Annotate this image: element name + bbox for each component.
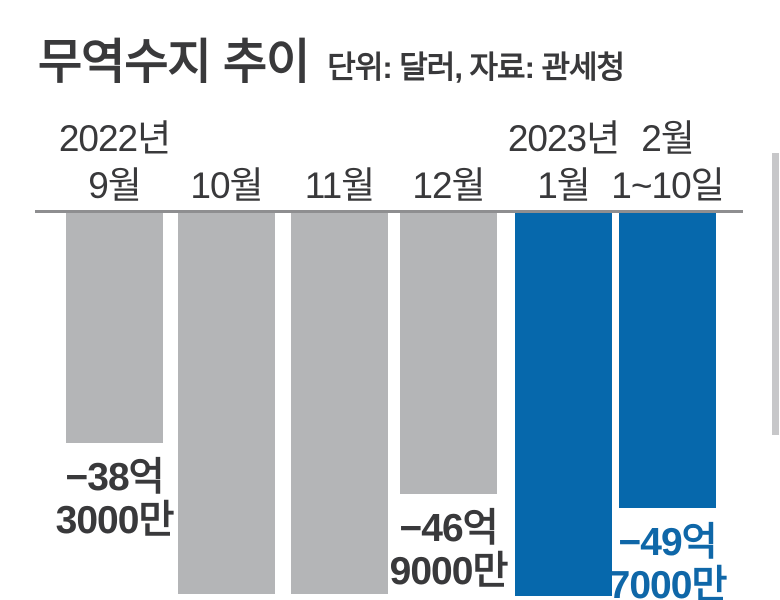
scrollbar-thumb[interactable] <box>772 153 779 435</box>
column-month-label: 12월 <box>412 165 485 206</box>
bar-cutoff <box>178 213 275 594</box>
bar-value-label: −38억 3000만 <box>55 456 175 542</box>
column-year-label: 2023년 <box>507 118 620 159</box>
bar-value-label: −49억 7000만 <box>608 521 728 600</box>
column-month-label: 1~10일 <box>611 165 724 206</box>
bar-value-line2: 3000만 <box>55 499 175 542</box>
bar-value-line1: −38억 <box>65 456 164 499</box>
unit-and-source-note: 단위: 달러, 자료: 관세청 <box>327 50 625 85</box>
bar-column-2: 10월 <box>178 0 275 600</box>
bar-column-5: 2023년 1월 <box>508 0 620 600</box>
bar <box>400 213 497 494</box>
page-title: 무역수지 추이 <box>38 36 310 89</box>
column-month-label: 11월 <box>304 165 375 206</box>
bar-column-3: 11월 <box>291 0 388 600</box>
bar-value-line1: −46억 <box>399 507 498 550</box>
column-month-label: 9월 <box>88 165 142 206</box>
bar-value-line2: 9000만 <box>389 550 509 593</box>
bar-column-6: 2월 1~10일 −49억 7000만 <box>609 0 728 600</box>
bar-cutoff <box>515 213 612 596</box>
bar-cutoff <box>291 213 388 594</box>
column-month-label: 10월 <box>190 165 263 206</box>
column-year-label: 2022년 <box>58 118 171 159</box>
bar-value-line1: −49억 <box>618 521 717 564</box>
bar-column-4: 12월 −46억 9000만 <box>390 0 509 600</box>
bar-value-label: −46억 9000만 <box>389 507 509 593</box>
column-month-label: 1월 <box>537 165 591 206</box>
zero-axis-line <box>35 210 743 213</box>
chart-header: 무역수지 추이 단위: 달러, 자료: 관세청 <box>38 22 625 92</box>
bar-column-1: 2022년 9월 −38억 3000만 <box>56 0 175 600</box>
column-year-label: 2월 <box>641 118 695 159</box>
bar <box>66 213 163 443</box>
bar <box>619 213 716 508</box>
bar-value-line2: 7000만 <box>608 564 728 600</box>
